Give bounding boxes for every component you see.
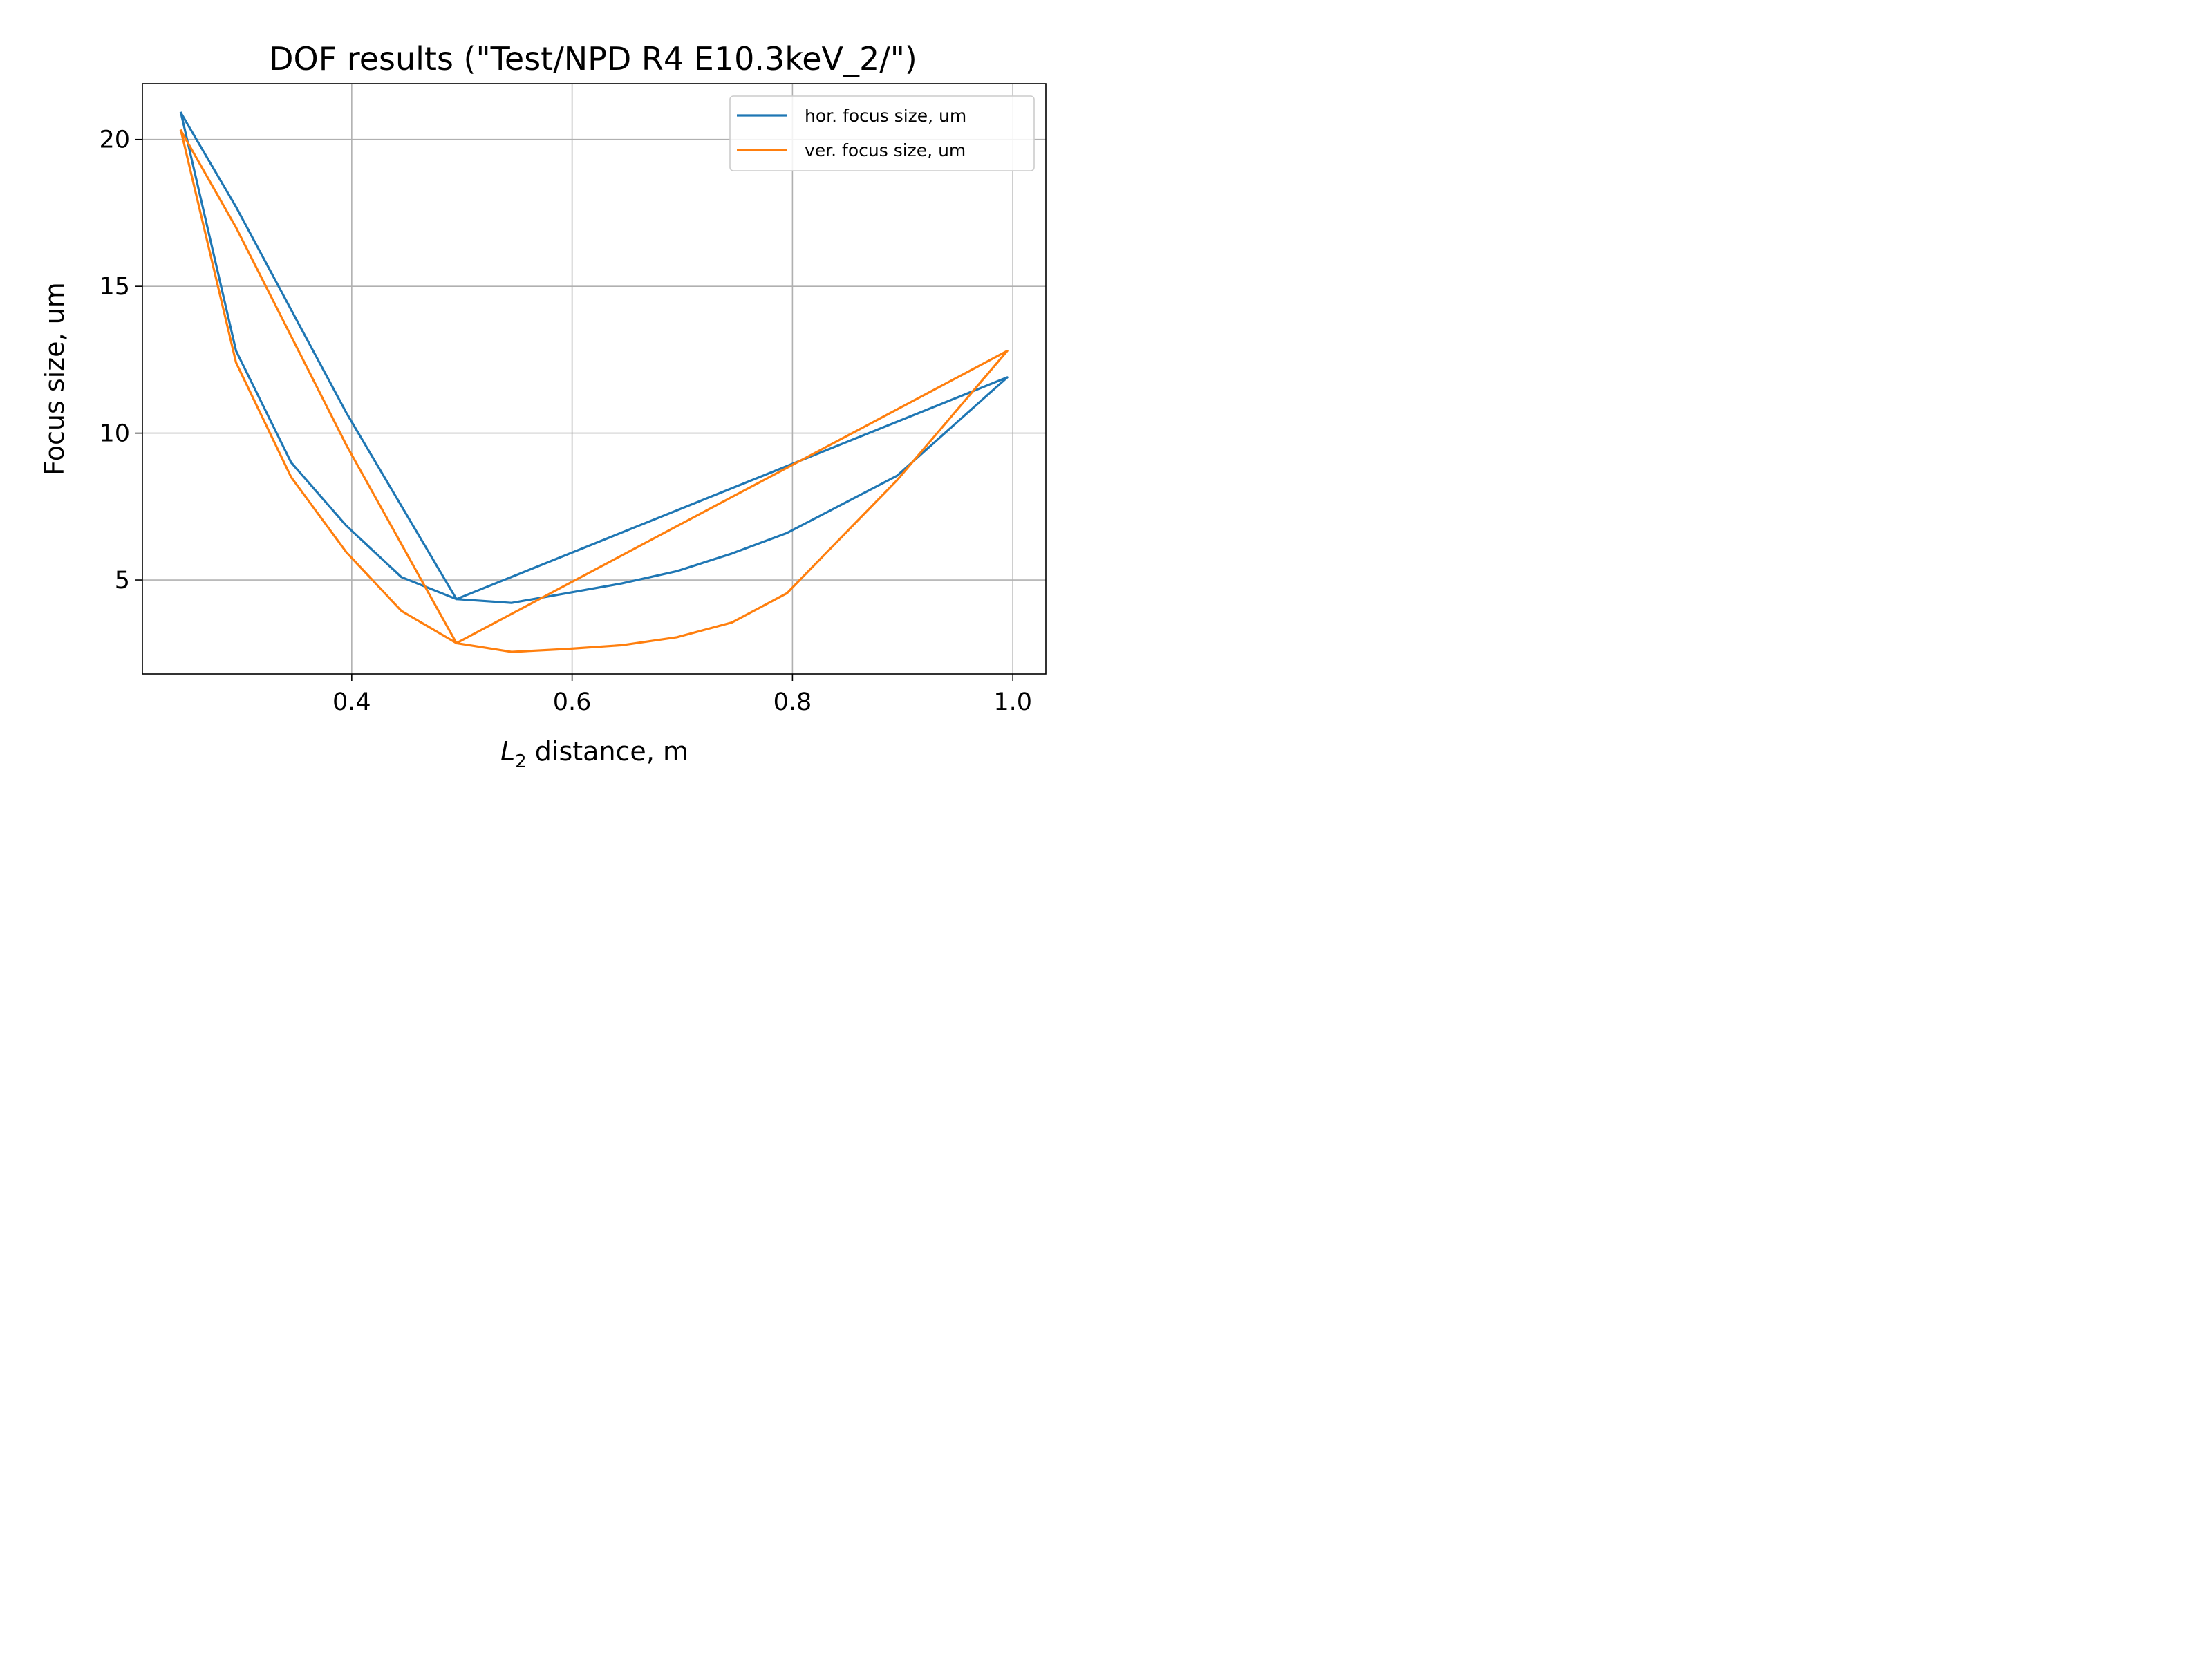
legend: hor. focus size, um ver. focus size, um xyxy=(729,95,1035,171)
series-line-ver xyxy=(179,129,1009,653)
y-axis-label: Focus size, um xyxy=(39,282,70,476)
plot-frame xyxy=(142,83,1047,675)
x-tick-label: 0.6 xyxy=(553,688,592,716)
axis-ticks: 0.4 0.6 0.8 1.0 5 10 15 20 xyxy=(99,126,1032,716)
series-line-hor xyxy=(179,111,1009,604)
series-lines xyxy=(179,111,1009,653)
y-tick-label: 20 xyxy=(99,126,130,154)
x-tick-label: 0.4 xyxy=(332,688,371,716)
chart: 0.4 0.6 0.8 1.0 5 10 15 20 DOF results ("Test/N… xyxy=(0,0,1084,813)
grid-lines xyxy=(142,84,1046,674)
x-axis-label-text: distance, m xyxy=(527,736,688,767)
x-axis-label-subscript: 2 xyxy=(515,751,527,772)
y-tick-label: 15 xyxy=(99,273,130,301)
legend-box xyxy=(729,95,1035,171)
x-tick-label: 0.8 xyxy=(774,688,812,716)
legend-label-hor: hor. focus size, um xyxy=(805,106,966,126)
y-tick-label: 10 xyxy=(99,420,130,448)
legend-label-ver: ver. focus size, um xyxy=(805,140,966,160)
chart-title: DOF results ("Test/NPD R4 E10.3keV_2/") xyxy=(269,40,917,77)
y-tick-label: 5 xyxy=(115,567,130,594)
x-axis-label-symbol: L xyxy=(500,736,515,767)
x-tick-label: 1.0 xyxy=(993,688,1032,716)
x-axis-label: L2 distance, m xyxy=(500,736,688,772)
